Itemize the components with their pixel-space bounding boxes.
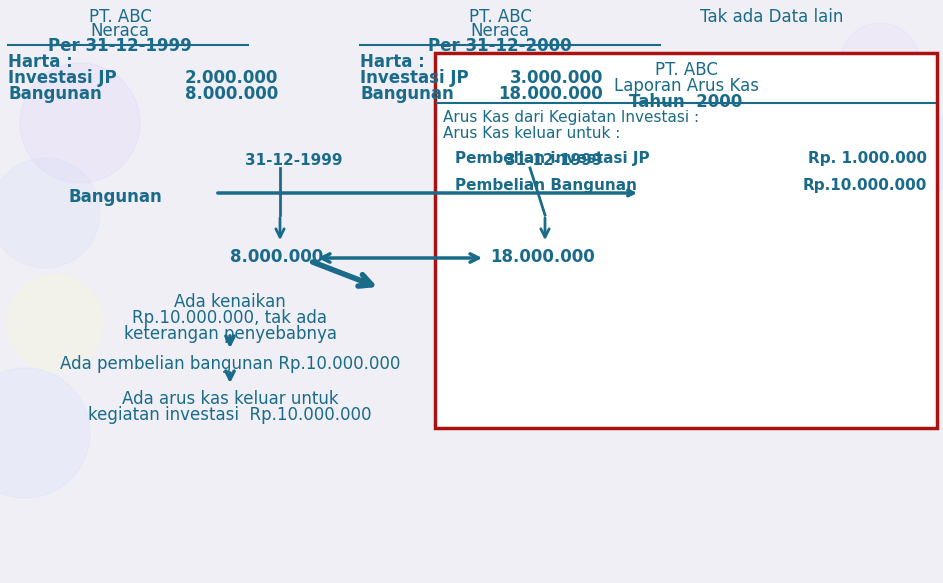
- Circle shape: [7, 275, 103, 371]
- Text: PT. ABC: PT. ABC: [654, 61, 718, 79]
- Text: Rp.10.000.000: Rp.10.000.000: [802, 178, 927, 193]
- Text: PT. ABC: PT. ABC: [469, 8, 532, 26]
- Text: Bangunan: Bangunan: [360, 85, 454, 103]
- Text: keterangan penyebabnya: keterangan penyebabnya: [124, 325, 337, 343]
- Text: 3.000.000: 3.000.000: [510, 69, 604, 87]
- Text: Neraca: Neraca: [91, 22, 150, 40]
- Text: Arus Kas keluar untuk :: Arus Kas keluar untuk :: [443, 126, 620, 141]
- Circle shape: [840, 23, 920, 103]
- Text: 8.000.000: 8.000.000: [185, 85, 278, 103]
- Text: Pembelian investasi JP: Pembelian investasi JP: [455, 151, 650, 166]
- Text: Per 31-12-2000: Per 31-12-2000: [428, 37, 571, 55]
- Text: kegiatan investasi  Rp.10.000.000: kegiatan investasi Rp.10.000.000: [89, 406, 372, 424]
- Text: Bangunan: Bangunan: [8, 85, 102, 103]
- Text: 31-12-1999: 31-12-1999: [245, 153, 342, 168]
- Text: 31-12-1999: 31-12-1999: [505, 153, 603, 168]
- Text: Ada pembelian bangunan Rp.10.000.000: Ada pembelian bangunan Rp.10.000.000: [59, 355, 400, 373]
- Bar: [435, 53, 937, 428]
- Circle shape: [845, 98, 943, 208]
- Text: Tak ada Data lain: Tak ada Data lain: [700, 8, 843, 26]
- Text: Investasi JP: Investasi JP: [8, 69, 117, 87]
- Text: Bangunan: Bangunan: [68, 188, 162, 206]
- Text: Per 31-12-1999: Per 31-12-1999: [48, 37, 192, 55]
- Text: 8.000.000: 8.000.000: [230, 248, 323, 266]
- Text: Neraca: Neraca: [471, 22, 530, 40]
- Text: Ada kenaikan: Ada kenaikan: [174, 293, 286, 311]
- Text: Rp. 1.000.000: Rp. 1.000.000: [808, 151, 927, 166]
- Circle shape: [0, 368, 90, 498]
- Text: 18.000.000: 18.000.000: [498, 85, 603, 103]
- Circle shape: [20, 63, 140, 183]
- Text: Pembelian Bangunan: Pembelian Bangunan: [455, 178, 637, 193]
- Text: Laporan Arus Kas: Laporan Arus Kas: [614, 77, 758, 95]
- Text: Arus Kas dari Kegiatan Investasi :: Arus Kas dari Kegiatan Investasi :: [443, 110, 699, 125]
- Text: Harta :: Harta :: [360, 53, 424, 71]
- Text: Ada arus kas keluar untuk: Ada arus kas keluar untuk: [122, 390, 339, 408]
- Text: Harta :: Harta :: [8, 53, 73, 71]
- Text: 2.000.000: 2.000.000: [185, 69, 278, 87]
- Circle shape: [0, 158, 100, 268]
- Text: 18.000.000: 18.000.000: [490, 248, 595, 266]
- Text: Tahun  2000: Tahun 2000: [629, 93, 743, 111]
- Text: PT. ABC: PT. ABC: [89, 8, 152, 26]
- Text: Rp.10.000.000, tak ada: Rp.10.000.000, tak ada: [133, 309, 327, 327]
- Text: Investasi JP: Investasi JP: [360, 69, 469, 87]
